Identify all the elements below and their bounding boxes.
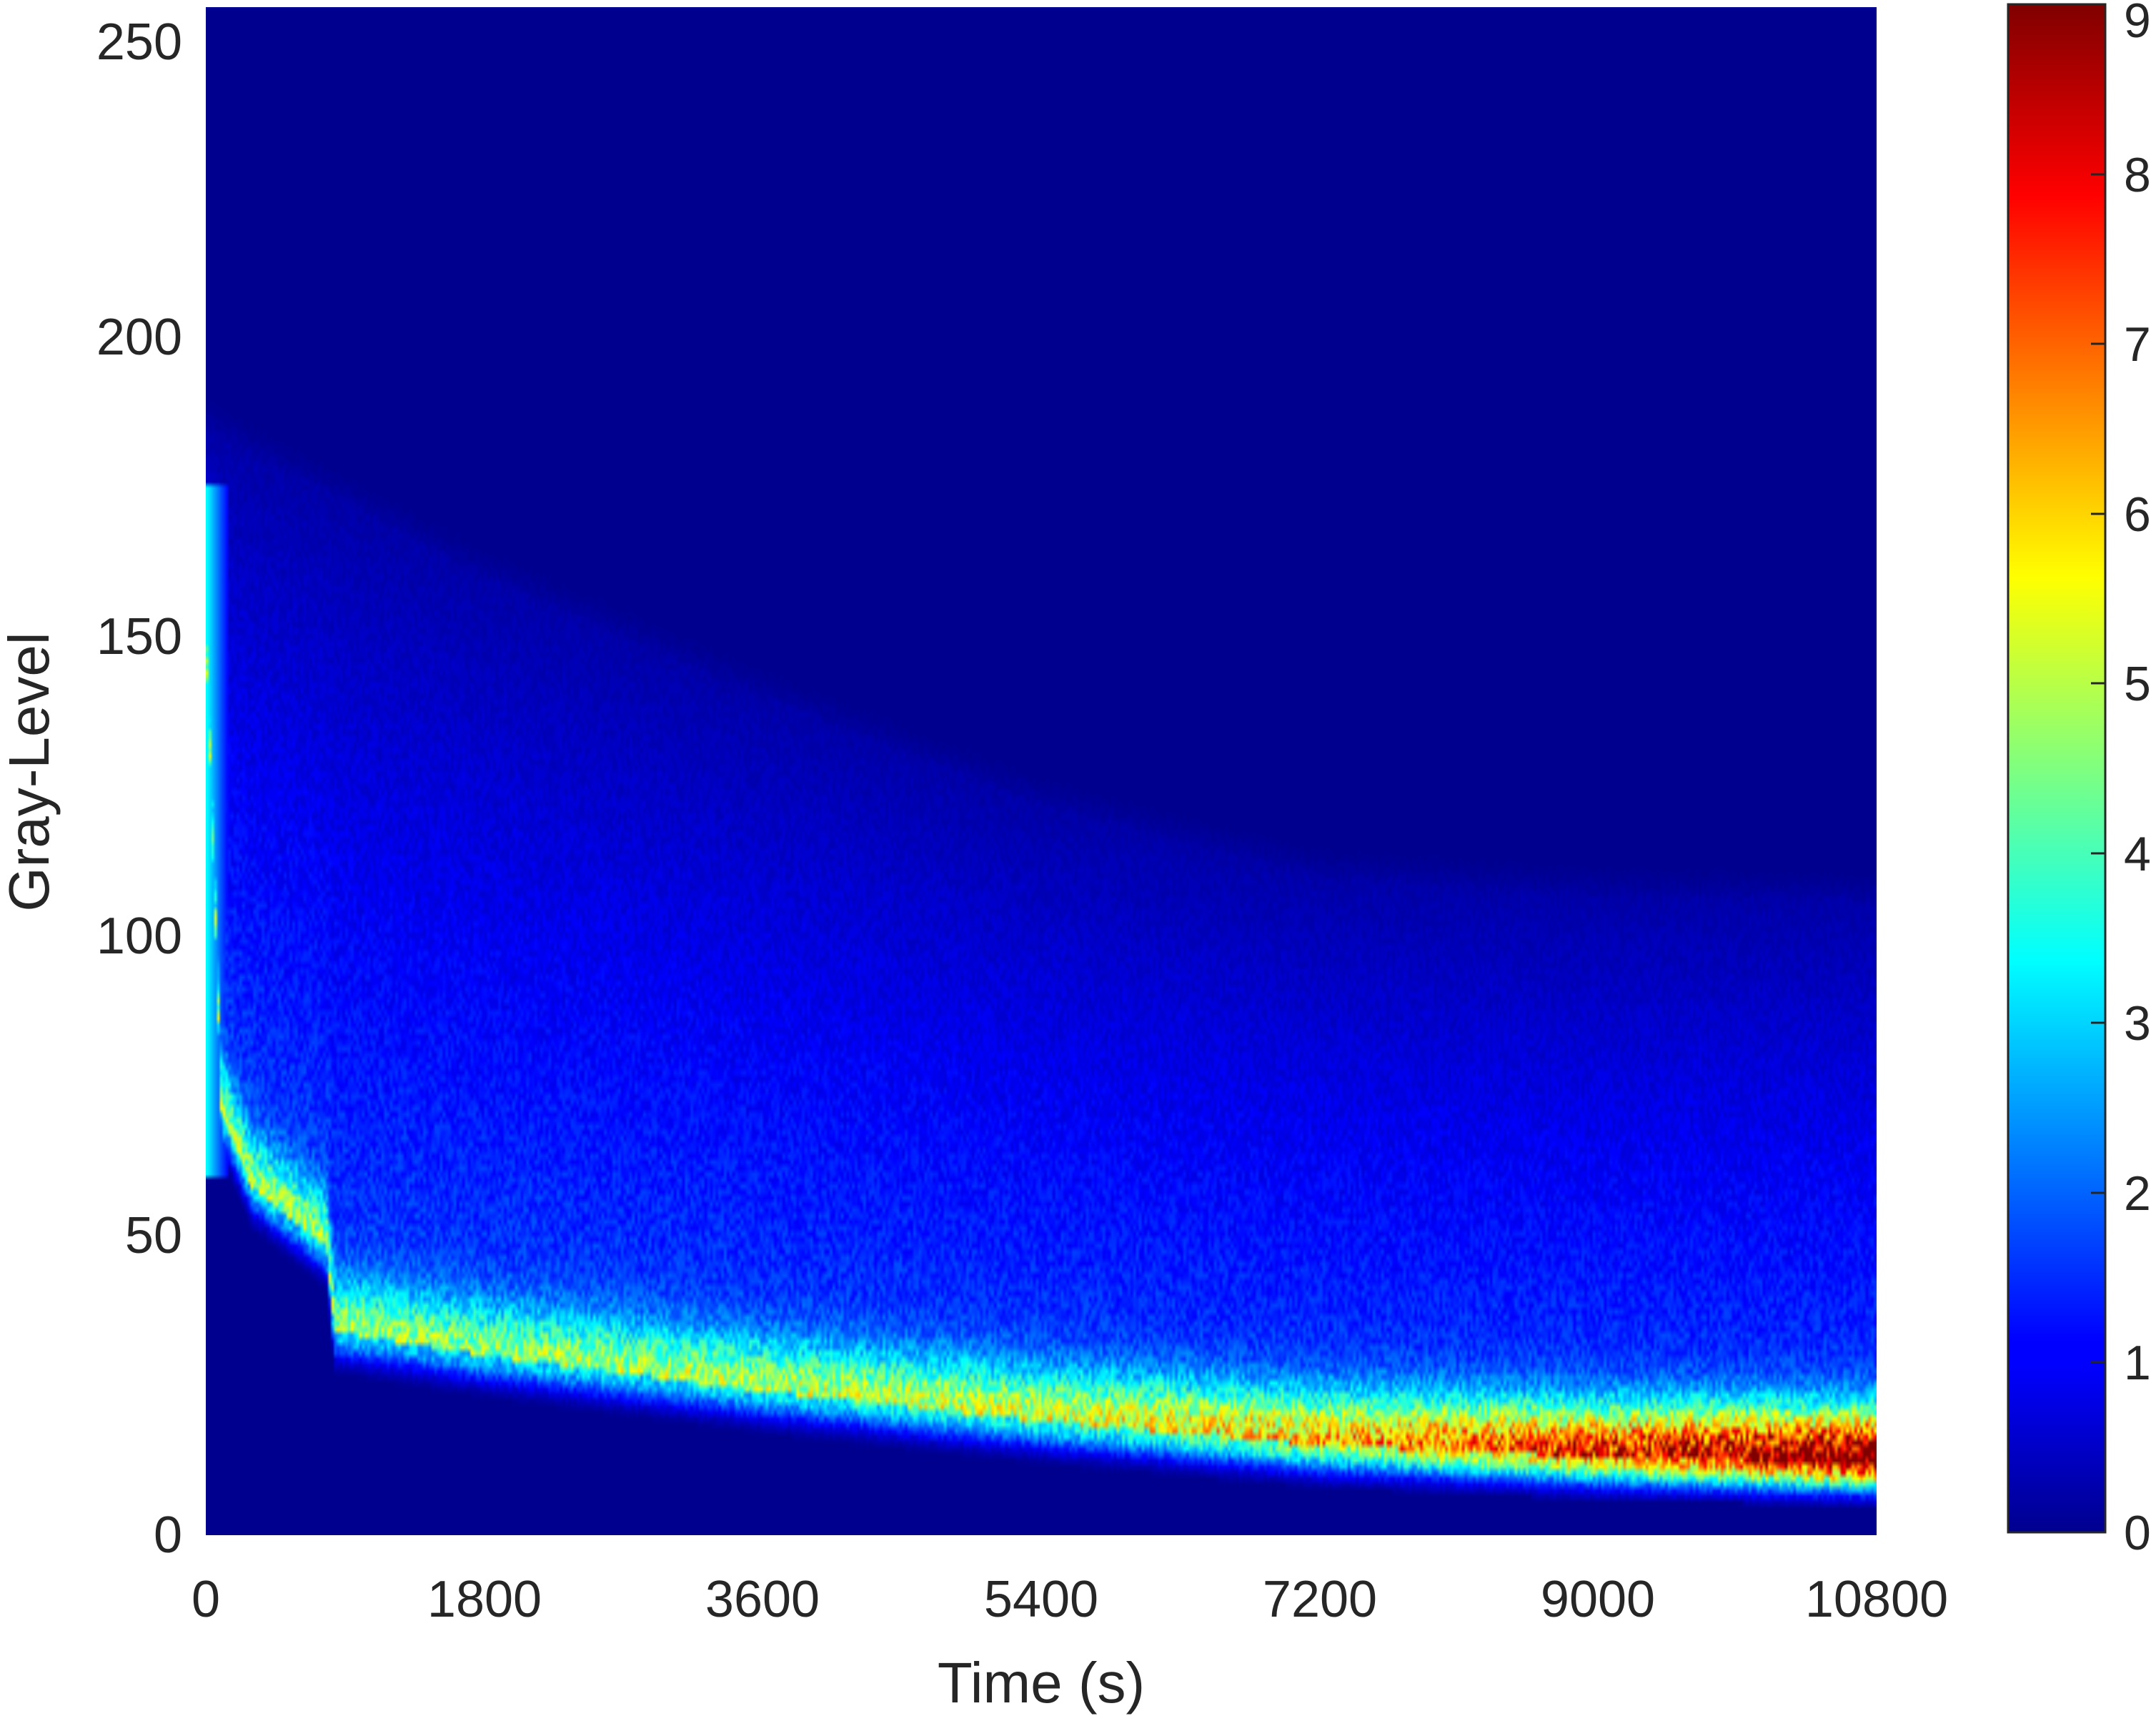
x-tick-label: 10800: [1805, 1571, 1948, 1628]
colorbar-tick-label: 6: [2124, 487, 2151, 542]
x-tick-label: 1800: [427, 1571, 542, 1628]
heatmap-image: [206, 7, 1877, 1535]
colorbar-tick-label: 9: [2124, 0, 2151, 48]
y-tick-label: 250: [96, 14, 182, 71]
colorbar-tick-label: 8: [2124, 148, 2151, 202]
x-tick-label: 7200: [1263, 1571, 1377, 1628]
colorbar-tick-label: 4: [2124, 827, 2151, 881]
heatmap-plot-area: [206, 7, 1877, 1535]
colorbar-tick-label: 5: [2124, 657, 2151, 711]
x-axis-label: Time (s): [938, 1651, 1145, 1715]
colorbar-ticks: [2091, 3, 2105, 1534]
colorbar-tick-label: 7: [2124, 317, 2151, 372]
y-tick-label: 50: [125, 1207, 182, 1264]
colorbar-tick-label: 0: [2124, 1506, 2151, 1560]
x-tick-label: 0: [192, 1571, 220, 1628]
y-tick-label: 0: [154, 1507, 182, 1564]
y-tick-label: 150: [96, 608, 182, 665]
y-axis-label: Gray-Level: [0, 632, 61, 911]
x-tick-label: 9000: [1541, 1571, 1655, 1628]
y-axis: 0 50 100 150 200 250 Gray-Level: [0, 14, 182, 1564]
colorbar: 0 1 2 3 4 5 6 7 8 9: [2007, 0, 2151, 1560]
y-tick-label: 100: [96, 908, 182, 965]
y-tick-label: 200: [96, 309, 182, 366]
x-tick-label: 5400: [984, 1571, 1098, 1628]
colorbar-tick-label: 2: [2124, 1166, 2151, 1221]
x-tick-label: 3600: [705, 1571, 820, 1628]
colorbar-gradient: [2007, 3, 2107, 1534]
x-axis: 0 1800 3600 5400 7200 9000 10800 Time (s…: [192, 1571, 1948, 1715]
colorbar-tick-label: 1: [2124, 1336, 2151, 1390]
colorbar-tick-label: 3: [2124, 996, 2151, 1051]
